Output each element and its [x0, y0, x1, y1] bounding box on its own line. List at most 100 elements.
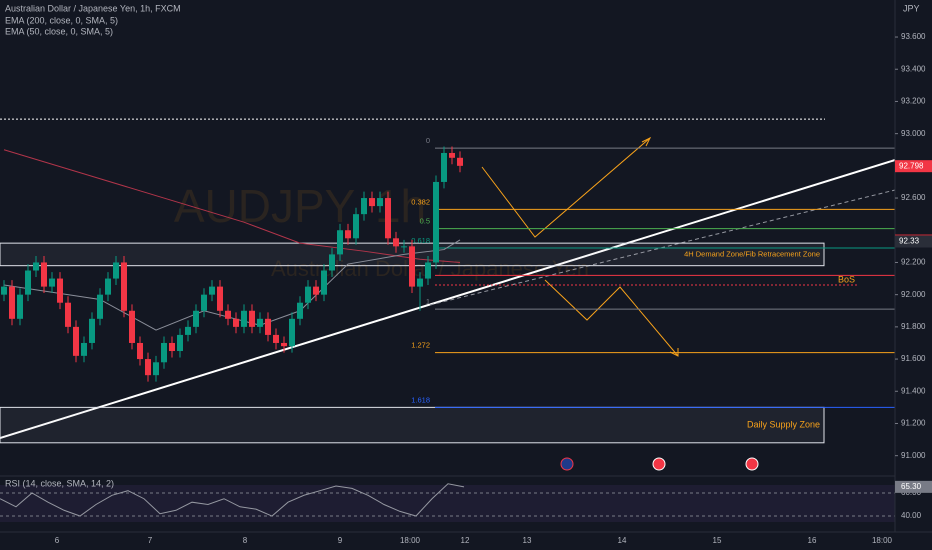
candle-body [225, 310, 231, 319]
candle-body [457, 157, 463, 166]
candle-body [441, 152, 447, 182]
rsi-tick-label: 40.00 [901, 511, 922, 520]
candle-body [145, 359, 151, 376]
candle-body [249, 310, 255, 327]
price-label: 92.33 [899, 237, 920, 246]
candle-body [361, 198, 367, 215]
x-tick-label: 12 [461, 536, 470, 545]
candle-body [57, 278, 63, 303]
x-tick-label: 13 [523, 536, 532, 545]
y-tick-label: 91.600 [901, 354, 926, 363]
projection-up [481, 137, 651, 238]
y-tick-label: 92.600 [901, 193, 926, 202]
candle-body [65, 302, 71, 327]
price-label: 92.798 [899, 161, 924, 170]
candle-body [9, 286, 15, 319]
zone-label: 4H Demand Zone/Fib Retracement Zone [684, 249, 820, 258]
time-axis [0, 532, 932, 550]
y-tick-label: 93.600 [901, 32, 926, 41]
y-tick-label: 93.200 [901, 97, 926, 106]
ema50-line [3, 239, 461, 331]
x-tick-label: 8 [243, 536, 248, 545]
rsi-title: RSI (14, close, SMA, 14, 2) [5, 478, 114, 488]
indicator-label: EMA (50, close, 0, SMA, 5) [5, 26, 113, 36]
trend-line [0, 159, 896, 439]
candle-body [281, 342, 287, 347]
candle-body [321, 270, 327, 295]
y-tick-label: 91.200 [901, 419, 926, 428]
candle-body [49, 278, 55, 287]
candle-body [121, 262, 127, 311]
zone-label: Daily Supply Zone [747, 419, 820, 429]
candle-body [353, 214, 359, 239]
y-tick-label: 91.800 [901, 322, 926, 331]
bos-label: BoS [838, 275, 855, 285]
candle-body [377, 198, 383, 207]
candle-body [417, 278, 423, 287]
x-tick-label: 6 [55, 536, 60, 545]
x-tick-label: 14 [618, 536, 627, 545]
y-tick-label: 93.400 [901, 64, 926, 73]
watermark-ticker: AUDJPY, 1h [174, 180, 426, 232]
zone [0, 406, 825, 444]
indicator-label: EMA (200, close, 0, SMA, 5) [5, 15, 118, 25]
candle-body [345, 230, 351, 239]
candle-body [289, 318, 295, 347]
x-tick-label: 15 [713, 536, 722, 545]
y-tick-label: 91.400 [901, 386, 926, 395]
candle-body [233, 318, 239, 327]
candle-body [329, 254, 335, 271]
candle-body [41, 262, 47, 287]
candle-body [137, 342, 143, 360]
candle-body [25, 270, 31, 295]
candle-body [273, 334, 279, 343]
candle-body [409, 246, 415, 287]
fib-label: 1.618 [411, 395, 430, 404]
candle-body [33, 262, 39, 271]
arrow-head [669, 348, 679, 357]
fib-label: 0 [426, 136, 430, 145]
candle-body [217, 286, 223, 311]
candle-body [153, 362, 159, 376]
candle-body [97, 294, 103, 319]
candle-body [425, 262, 431, 279]
candle-body [81, 342, 87, 356]
rsi-line [0, 483, 465, 517]
candle-body [73, 326, 79, 356]
candle-body [1, 286, 7, 295]
rsi-last-label: 65.30 [901, 482, 922, 491]
candle-body [337, 230, 343, 255]
x-tick-label: 7 [148, 536, 153, 545]
candle-body [161, 342, 167, 363]
candle-body [89, 318, 95, 343]
candle-body [129, 310, 135, 343]
candle-body [113, 262, 119, 279]
event-icon[interactable] [652, 457, 666, 471]
candle-body [449, 152, 455, 158]
fib-label: 0.382 [411, 197, 430, 206]
candle-body [305, 286, 311, 303]
candle-body [105, 278, 111, 295]
currency-label: JPY [903, 3, 920, 13]
candle-body [257, 318, 263, 327]
candle-body [297, 302, 303, 319]
candle-body [193, 310, 199, 327]
x-tick-label: 18:00 [872, 536, 893, 545]
y-tick-label: 92.200 [901, 258, 926, 267]
candle-body [393, 238, 399, 247]
candle-body [401, 246, 407, 248]
x-tick-label: 9 [338, 536, 343, 545]
price-label-box [895, 160, 932, 173]
fib-label: 0.5 [420, 217, 430, 226]
event-icon[interactable] [745, 457, 759, 471]
candle-body [369, 198, 375, 207]
y-tick-label: 93.000 [901, 129, 926, 138]
event-icon[interactable] [560, 457, 574, 471]
fib-label: 1 [426, 297, 430, 306]
candle-body [185, 326, 191, 335]
candle-body [265, 318, 271, 335]
x-tick-label: 16 [808, 536, 817, 545]
candle-body [313, 286, 319, 295]
projection-down [544, 279, 679, 357]
